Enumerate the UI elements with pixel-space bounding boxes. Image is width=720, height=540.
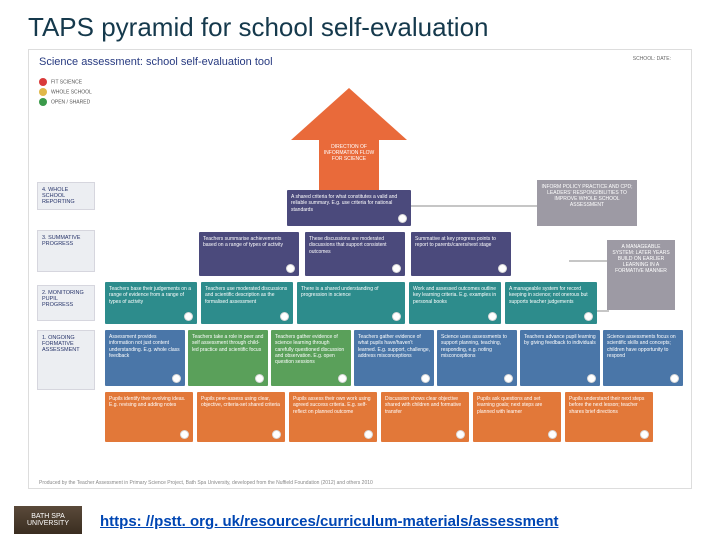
box-r5b: Pupils peer-assess using clear, objectiv… bbox=[197, 392, 285, 442]
connector bbox=[411, 205, 541, 207]
tier-label-4: 4. WHOLE SCHOOL REPORTING bbox=[37, 182, 95, 210]
box-r4f: Teachers advance pupil learning by givin… bbox=[520, 330, 600, 386]
box-r3b: Teachers use moderated discussions and s… bbox=[201, 282, 293, 324]
box-r5a: Pupils identify their evolving ideas. E.… bbox=[105, 392, 193, 442]
sidepane-cpd: INFORM POLICY PRACTICE AND CPD; LEADERS'… bbox=[537, 180, 637, 226]
slide: TAPS pyramid for school self-evaluation … bbox=[0, 0, 720, 540]
box-r5d: Discussion shows clear objective shared … bbox=[381, 392, 469, 442]
box-r5f: Pupils understand their next steps befor… bbox=[565, 392, 653, 442]
legend-label: FIT SCIENCE bbox=[51, 79, 82, 85]
tier-label-2: 2. MONITORING PUPIL PROGRESS bbox=[37, 285, 95, 321]
legend-row: OPEN / SHARED bbox=[39, 98, 92, 106]
pyramid-figure: Science assessment: school self-evaluati… bbox=[28, 49, 692, 489]
legend-dot-icon bbox=[39, 88, 47, 96]
legend-label: OPEN / SHARED bbox=[51, 99, 90, 105]
legend-row: FIT SCIENCE bbox=[39, 78, 92, 86]
box-r3e: A manageable system for record keeping i… bbox=[505, 282, 597, 324]
header-meta: SCHOOL: DATE: bbox=[633, 56, 671, 62]
legend: FIT SCIENCE WHOLE SCHOOL OPEN / SHARED bbox=[39, 78, 92, 108]
tier-label-1: 1. ONGOING FORMATIVE ASSESSMENT bbox=[37, 330, 95, 390]
box-r2b: These discussions are moderated discussi… bbox=[305, 232, 405, 276]
arrow-label: DIRECTION OF INFORMATION FLOW FOR SCIENC… bbox=[319, 144, 379, 162]
legend-dot-icon bbox=[39, 78, 47, 86]
footer-link[interactable]: https: //pstt. org. uk/resources/curricu… bbox=[100, 513, 558, 530]
box-summary: A shared criteria for what constitutes a… bbox=[287, 190, 411, 226]
sidepane-manageable: A MANAGEABLE SYSTEM: LATER YEARS BUILD O… bbox=[607, 240, 675, 310]
box-r4a: Assessment provides information not just… bbox=[105, 330, 185, 386]
figure-credit: Produced by the Teacher Assessment in Pr… bbox=[39, 480, 373, 486]
box-r4e: Science uses assessments to support plan… bbox=[437, 330, 517, 386]
box-r2a: Teachers summarise achievements based on… bbox=[199, 232, 299, 276]
box-r5e: Pupils ask questions and set learning go… bbox=[473, 392, 561, 442]
legend-dot-icon bbox=[39, 98, 47, 106]
tier-label-3: 3. SUMMATIVE PROGRESS bbox=[37, 230, 95, 272]
box-r4c: Teachers gather evidence of science lear… bbox=[271, 330, 351, 386]
box-r4b: Teachers take a role in peer and self as… bbox=[188, 330, 268, 386]
legend-label: WHOLE SCHOOL bbox=[51, 89, 92, 95]
box-r3d: Work and assessed outcomes outline key l… bbox=[409, 282, 501, 324]
box-r4d: Teachers gather evidence of what pupils … bbox=[354, 330, 434, 386]
slide-title: TAPS pyramid for school self-evaluation bbox=[28, 12, 692, 43]
box-r3c: There is a shared understanding of progr… bbox=[297, 282, 405, 324]
bathspa-logo: BATH SPA UNIVERSITY bbox=[14, 506, 82, 534]
legend-row: WHOLE SCHOOL bbox=[39, 88, 92, 96]
arrow-up-icon bbox=[291, 88, 407, 140]
box-r3a: Teachers base their judgements on a rang… bbox=[105, 282, 197, 324]
box-r5c: Pupils assess their own work using agree… bbox=[289, 392, 377, 442]
figure-title: Science assessment: school self-evaluati… bbox=[29, 50, 691, 72]
box-r4g: Science assessments focus on scientific … bbox=[603, 330, 683, 386]
connector bbox=[569, 260, 609, 262]
box-r2c: Summative at key progress points to repo… bbox=[411, 232, 511, 276]
